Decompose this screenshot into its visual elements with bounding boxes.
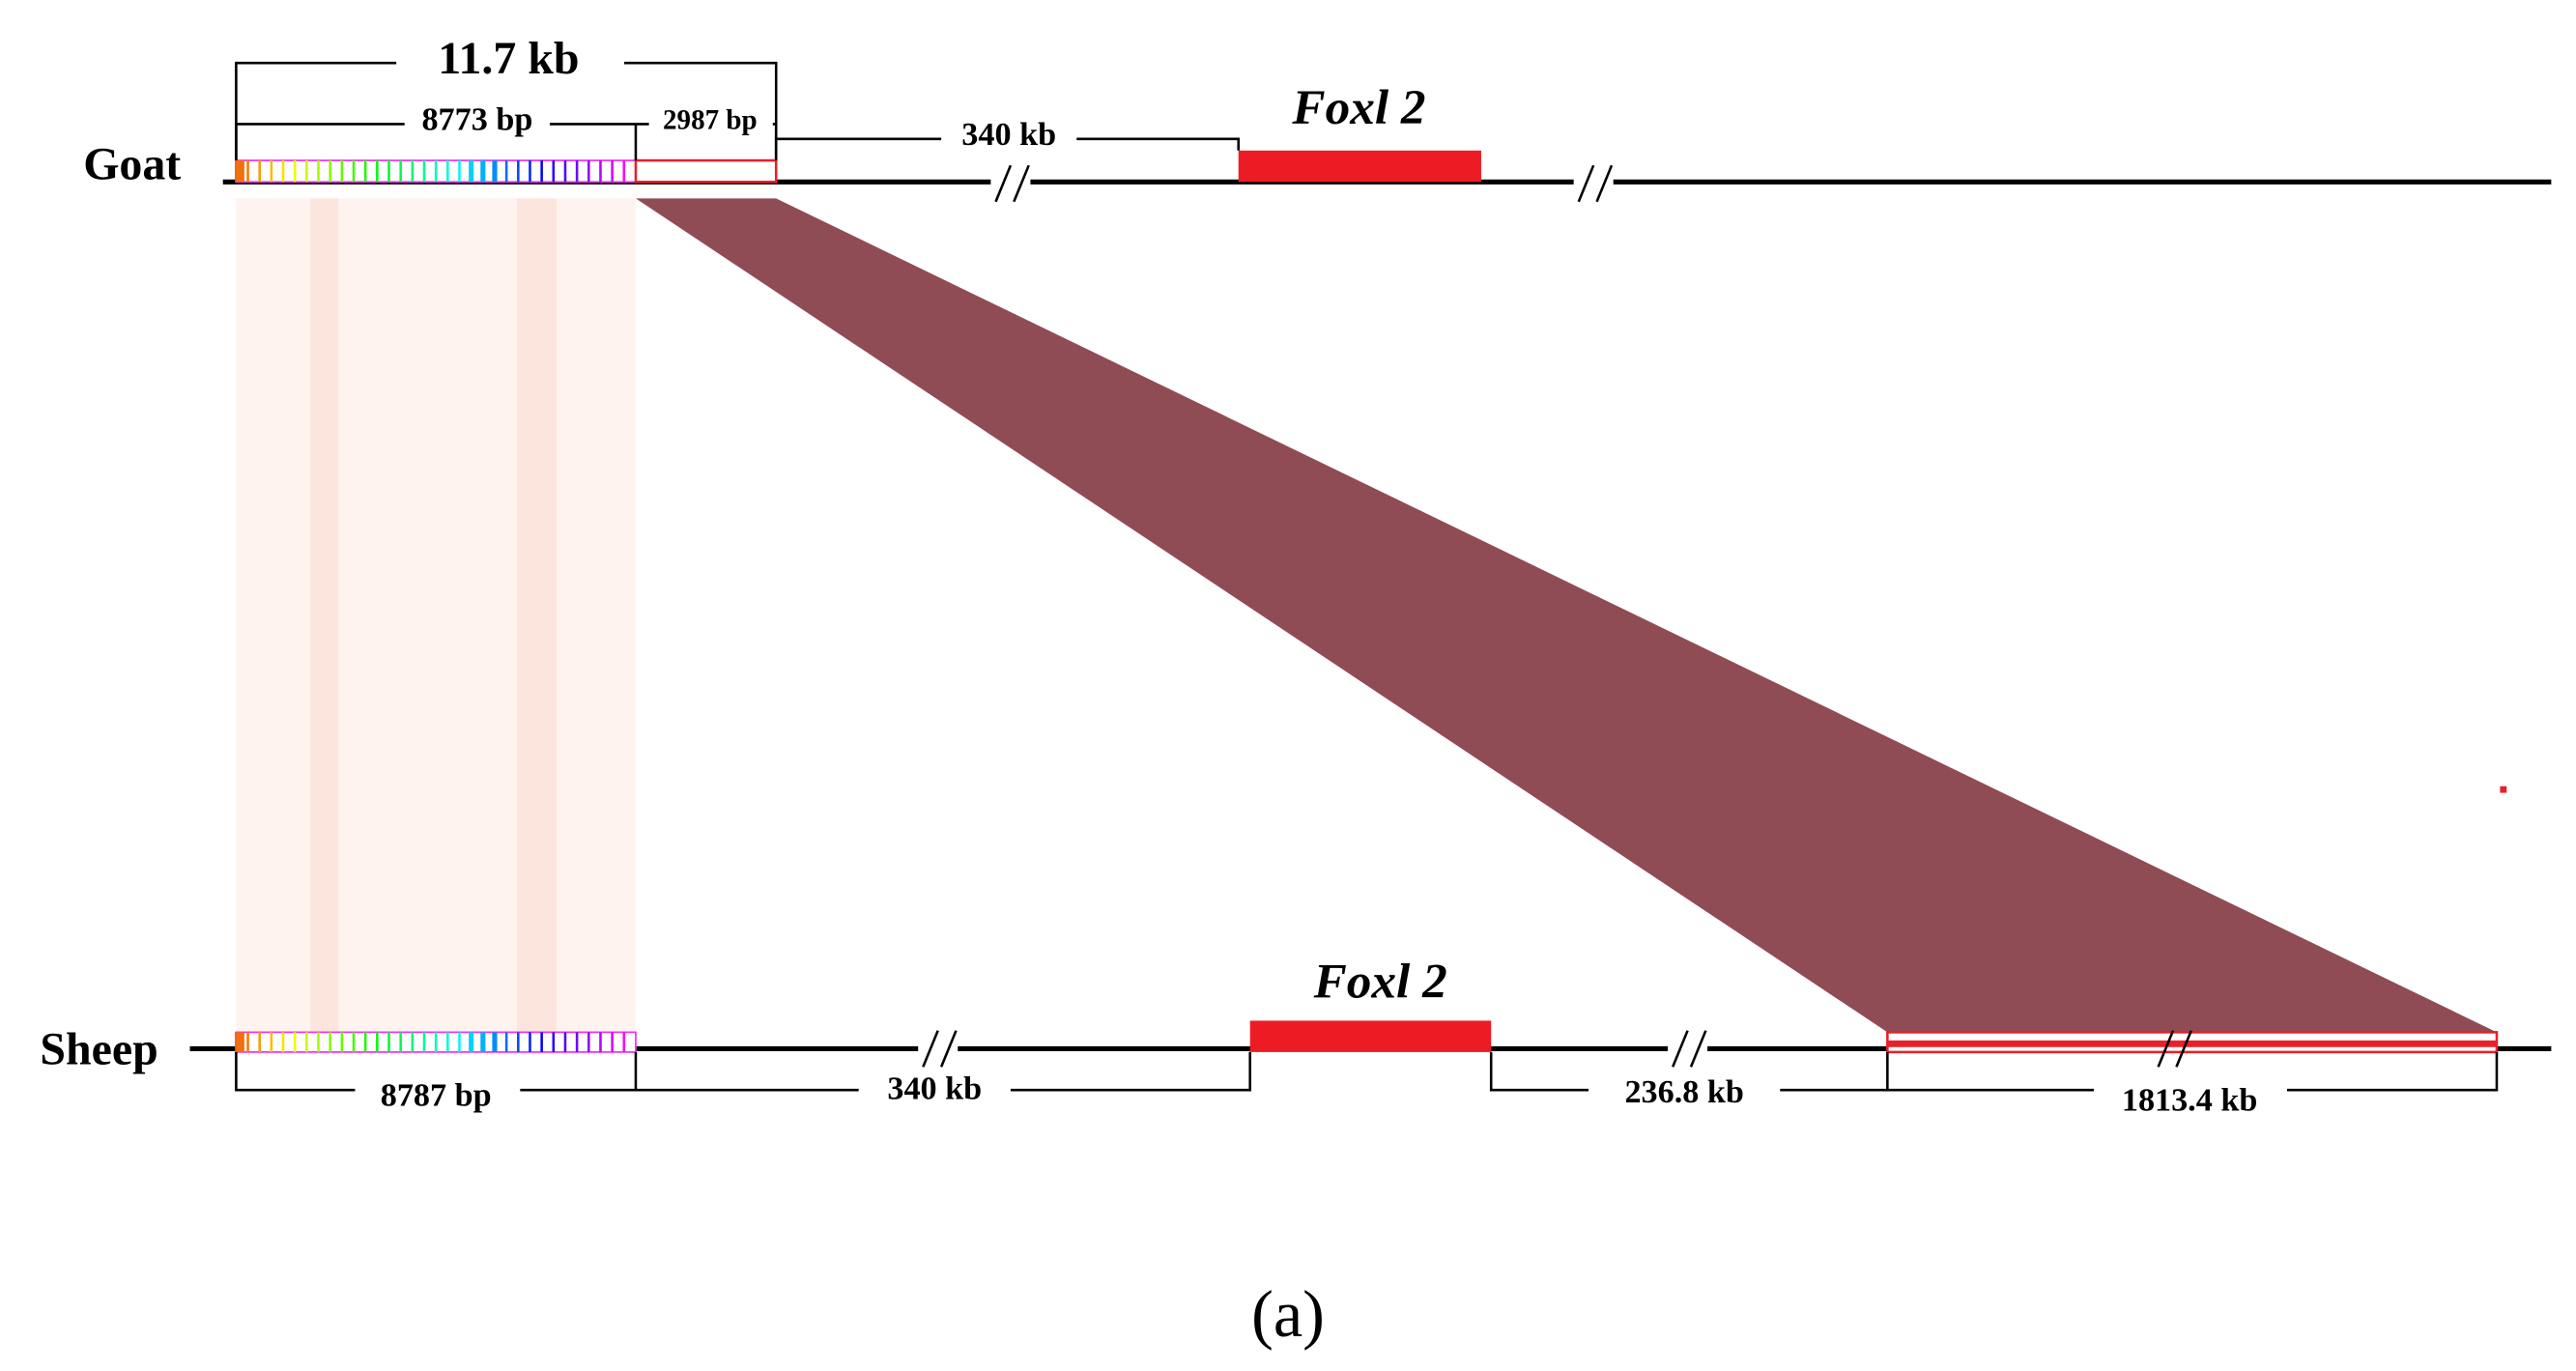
goat-segment (634, 158, 778, 184)
species-label: Goat (83, 139, 181, 190)
break-mark (1577, 164, 1614, 203)
break-mark (922, 1030, 958, 1068)
break-mark (2157, 1030, 2192, 1068)
synteny-shade (236, 198, 636, 1033)
gap-length: 236.8 kb (1624, 1074, 1743, 1110)
gap-length: 340 kb (961, 117, 1056, 153)
break-gap (990, 165, 1031, 199)
bracket (235, 1051, 2499, 1092)
total-length: 11.7 kb (438, 33, 579, 84)
sheep-gene (1249, 1020, 1492, 1052)
gap-length: 340 kb (887, 1071, 982, 1107)
break-gap (918, 1030, 959, 1064)
synteny-band (516, 198, 557, 1033)
segment-length: 1813.4 kb (2122, 1083, 2257, 1119)
bracket (774, 137, 1241, 161)
break-gap (1668, 1030, 1708, 1064)
segment-length: 8787 bp (381, 1078, 492, 1114)
gene-label: Foxl 2 (1291, 80, 1425, 135)
gene-label: Foxl 2 (1313, 954, 1447, 1009)
segment-length: 2987 bp (663, 104, 758, 135)
dot (2500, 785, 2507, 793)
break-gap (1573, 165, 1614, 199)
synteny-band (310, 198, 339, 1033)
goat-gene (1238, 150, 1481, 183)
sheep-repeat-box (235, 1031, 637, 1053)
break-mark (994, 164, 1030, 203)
inversion-link (635, 198, 2497, 1033)
species-label: Sheep (40, 1024, 157, 1075)
repeat-unit (236, 160, 244, 183)
repeat-unit (236, 1032, 244, 1052)
segment-length: 8773 bp (421, 102, 532, 138)
caption: (a) (1251, 1277, 1325, 1351)
break-mark (1672, 1030, 1707, 1068)
goat-repeat-box (235, 159, 637, 184)
bracket (235, 123, 778, 161)
